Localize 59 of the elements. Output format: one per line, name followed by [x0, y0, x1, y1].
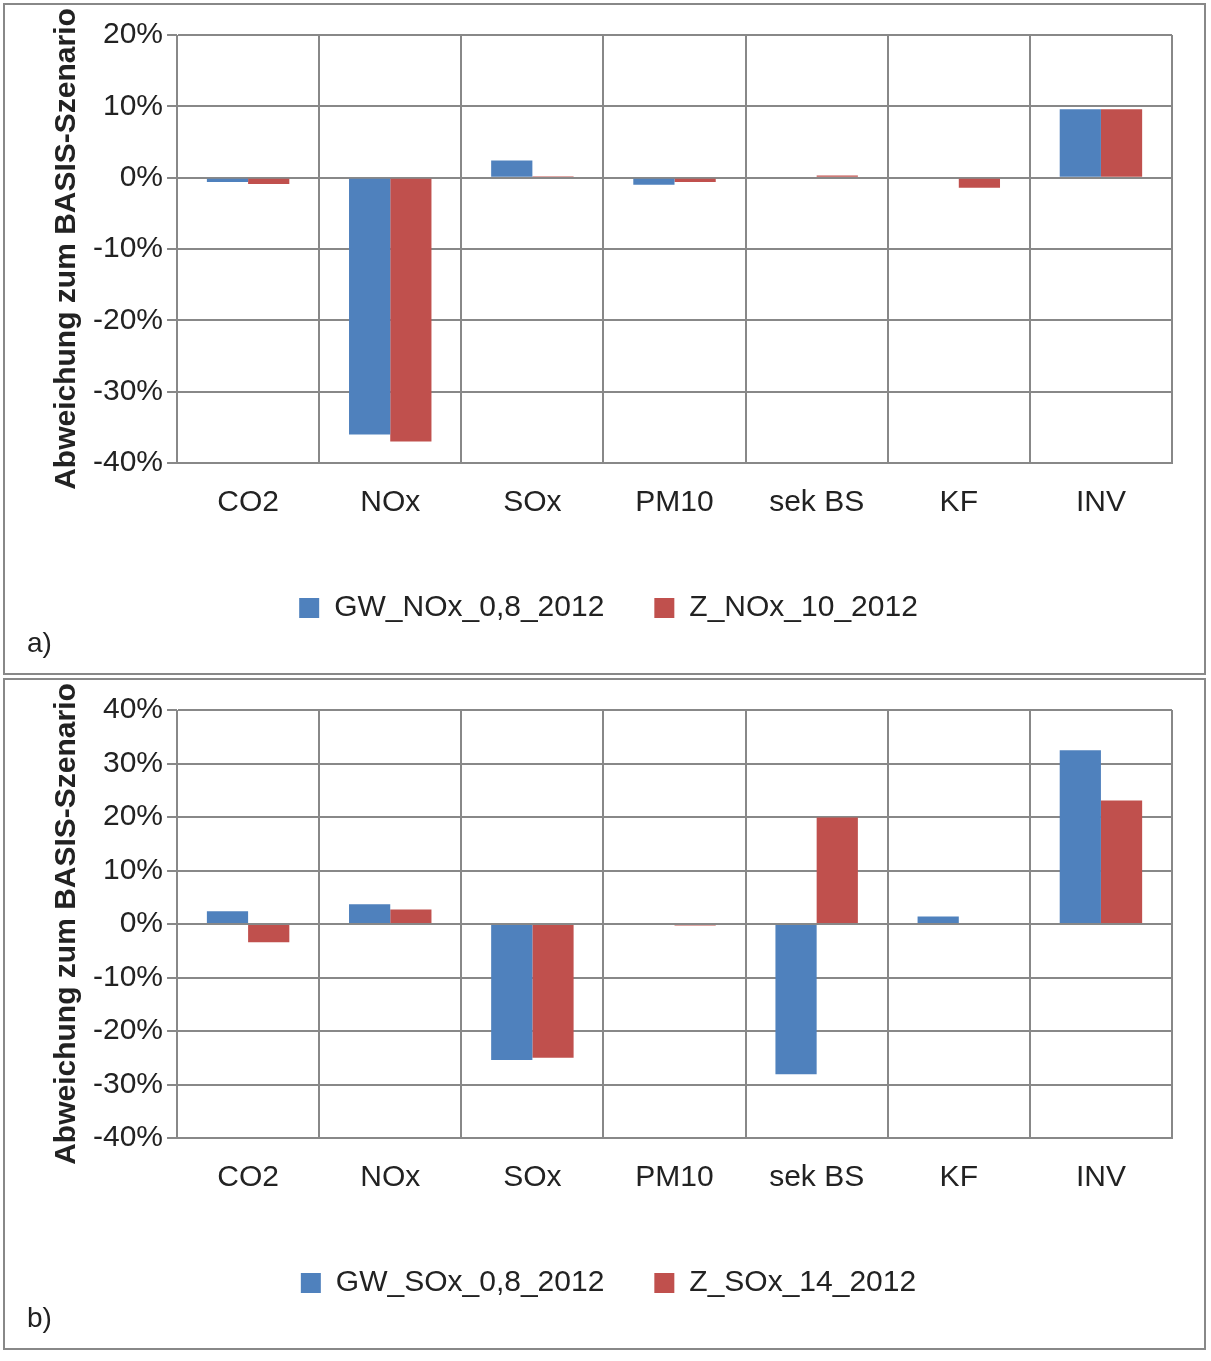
- y-tick-label: -10%: [92, 958, 164, 992]
- y-tick-label: 0%: [119, 905, 164, 939]
- bar: [1100, 800, 1143, 923]
- x-tick-label: KF: [939, 484, 978, 518]
- bar: [1059, 750, 1101, 923]
- bar: [917, 916, 959, 923]
- bar: [206, 178, 249, 182]
- bar: [248, 178, 290, 185]
- bar: [816, 817, 858, 923]
- legend-label: GW_SOx_0,8_2012: [335, 1264, 605, 1298]
- x-tick-label: PM10: [635, 484, 714, 518]
- x-tick-label: SOx: [503, 1159, 562, 1193]
- y-tick-label: 30%: [102, 744, 164, 778]
- bar: [390, 178, 432, 442]
- y-axis-title: Abweichung zum BASIS-Szenario: [48, 683, 82, 1165]
- x-tick-label: NOx: [360, 484, 421, 518]
- x-tick-label: CO2: [217, 484, 279, 518]
- bar: [390, 909, 432, 923]
- y-tick-label: 40%: [102, 691, 164, 725]
- bar: [349, 904, 391, 923]
- y-axis-title: Abweichung zum BASIS-Szenario: [48, 8, 82, 490]
- y-tick-label: -40%: [92, 444, 164, 478]
- bar: [674, 178, 716, 182]
- bar: [775, 925, 817, 1075]
- bar: [532, 925, 574, 1058]
- y-tick-label: 20%: [102, 16, 164, 50]
- x-tick-label: NOx: [360, 1159, 421, 1193]
- bar: [248, 925, 290, 943]
- y-tick-label: -30%: [92, 372, 164, 406]
- text: b): [27, 1302, 52, 1334]
- text: a): [27, 627, 52, 659]
- bar: [349, 178, 391, 435]
- y-tick-label: 10%: [102, 851, 164, 885]
- legend-label: Z_SOx_14_2012: [689, 1264, 917, 1298]
- y-tick-label: -40%: [92, 1119, 164, 1153]
- x-tick-label: sek BS: [769, 1159, 865, 1193]
- y-tick-label: 0%: [119, 158, 164, 192]
- bar: [958, 178, 1001, 188]
- y-tick-label: -20%: [92, 1012, 164, 1046]
- legend-label: Z_NOx_10_2012: [689, 589, 918, 623]
- x-tick-label: sek BS: [769, 484, 865, 518]
- x-tick-label: INV: [1075, 1159, 1126, 1193]
- legend-label: GW_NOx_0,8_2012: [334, 589, 605, 623]
- x-tick-label: KF: [939, 1159, 978, 1193]
- bar: [1100, 109, 1143, 177]
- x-tick-label: CO2: [217, 1159, 279, 1193]
- bar: [206, 911, 249, 923]
- bar: [1059, 109, 1101, 177]
- y-tick-label: -20%: [92, 301, 164, 335]
- x-tick-label: SOx: [503, 484, 562, 518]
- bar: [491, 160, 533, 177]
- bar: [491, 925, 533, 1060]
- x-tick-label: INV: [1075, 484, 1126, 518]
- y-tick-label: 20%: [102, 798, 164, 832]
- y-tick-label: -30%: [92, 1065, 164, 1099]
- y-tick-label: 10%: [102, 87, 164, 121]
- x-tick-label: PM10: [635, 1159, 714, 1193]
- y-tick-label: -10%: [92, 230, 164, 264]
- bar: [633, 178, 675, 185]
